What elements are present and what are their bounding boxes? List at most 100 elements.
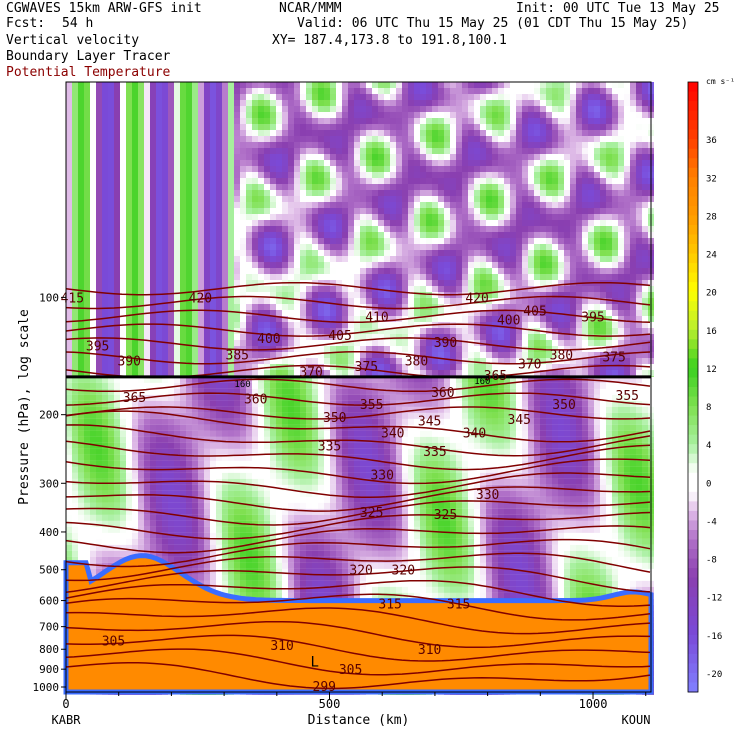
velocity-cell (150, 88, 156, 94)
velocity-cell (624, 352, 630, 358)
velocity-cell (204, 298, 210, 304)
velocity-cell (390, 316, 396, 322)
velocity-cell (360, 106, 366, 112)
velocity-cell (132, 154, 138, 160)
velocity-cell (336, 118, 342, 124)
velocity-cell (294, 238, 300, 244)
velocity-cell (162, 130, 168, 136)
velocity-cell (414, 166, 420, 172)
velocity-cell (294, 274, 300, 280)
velocity-cell (90, 238, 96, 244)
velocity-cell (108, 142, 114, 148)
velocity-cell (474, 154, 480, 160)
velocity-cell (216, 106, 222, 112)
velocity-cell (438, 268, 444, 274)
velocity-cell (84, 130, 90, 136)
velocity-cell (402, 208, 408, 214)
velocity-cell (564, 100, 570, 106)
velocity-cell (276, 262, 282, 268)
velocity-cell (96, 238, 102, 244)
velocity-cell (462, 340, 468, 346)
velocity-cell (90, 148, 96, 154)
velocity-cell (594, 310, 600, 316)
velocity-cell (84, 166, 90, 172)
velocity-cell (456, 226, 462, 232)
velocity-cell (210, 358, 216, 364)
velocity-cell (162, 226, 168, 232)
velocity-cell (210, 124, 216, 130)
velocity-cell (198, 160, 204, 166)
velocity-cell (120, 340, 126, 346)
velocity-cell (468, 154, 474, 160)
velocity-cell (540, 316, 546, 322)
velocity-cell (432, 106, 438, 112)
velocity-cell (66, 226, 72, 232)
velocity-cell (234, 364, 240, 370)
velocity-cell (378, 130, 384, 136)
velocity-cell (354, 196, 360, 202)
velocity-cell (96, 370, 102, 376)
velocity-cell (198, 304, 204, 310)
velocity-cell (72, 100, 78, 106)
velocity-cell (204, 334, 210, 340)
velocity-cell (414, 370, 420, 376)
velocity-cell (432, 94, 438, 100)
velocity-cell (360, 148, 366, 154)
velocity-cell (306, 376, 312, 383)
velocity-cell (504, 160, 510, 166)
velocity-cell (528, 280, 534, 286)
velocity-cell (312, 232, 318, 238)
velocity-cell (162, 148, 168, 154)
velocity-cell (630, 238, 636, 244)
velocity-cell (552, 256, 558, 262)
velocity-cell (378, 88, 384, 94)
velocity-cell (534, 94, 540, 100)
velocity-cell (234, 172, 240, 178)
velocity-cell (342, 310, 348, 316)
velocity-cell (534, 232, 540, 238)
velocity-cell (270, 232, 276, 238)
velocity-cell (630, 178, 636, 184)
velocity-cell (420, 124, 426, 130)
velocity-cell (276, 190, 282, 196)
velocity-cell (96, 268, 102, 274)
velocity-cell (90, 118, 96, 124)
velocity-cell (444, 256, 450, 262)
velocity-cell (600, 364, 606, 370)
velocity-cell (132, 286, 138, 292)
velocity-cell (90, 304, 96, 310)
velocity-cell (228, 148, 234, 154)
velocity-cell (186, 106, 192, 112)
velocity-cell (198, 148, 204, 154)
velocity-cell (588, 292, 594, 298)
velocity-cell (486, 190, 492, 196)
velocity-cell (426, 136, 432, 142)
velocity-cell (564, 208, 570, 214)
velocity-cell (588, 172, 594, 178)
velocity-cell (216, 196, 222, 202)
velocity-cell (606, 154, 612, 160)
velocity-cell (426, 214, 432, 220)
velocity-cell (594, 244, 600, 250)
velocity-cell (438, 226, 444, 232)
velocity-cell (582, 358, 588, 364)
velocity-cell (132, 238, 138, 244)
velocity-cell (402, 298, 408, 304)
velocity-cell (318, 298, 324, 304)
velocity-cell (378, 94, 384, 100)
velocity-cell (564, 322, 570, 328)
velocity-cell (396, 82, 402, 88)
velocity-cell (402, 196, 408, 202)
velocity-cell (84, 310, 90, 316)
velocity-cell (210, 244, 216, 250)
velocity-cell (156, 88, 162, 94)
velocity-cell (600, 118, 606, 124)
velocity-cell (102, 172, 108, 178)
velocity-cell (318, 322, 324, 328)
velocity-cell (258, 364, 264, 370)
velocity-cell (504, 94, 510, 100)
velocity-cell (192, 82, 198, 88)
velocity-cell (156, 298, 162, 304)
velocity-cell (252, 190, 258, 196)
velocity-cell (144, 334, 150, 340)
